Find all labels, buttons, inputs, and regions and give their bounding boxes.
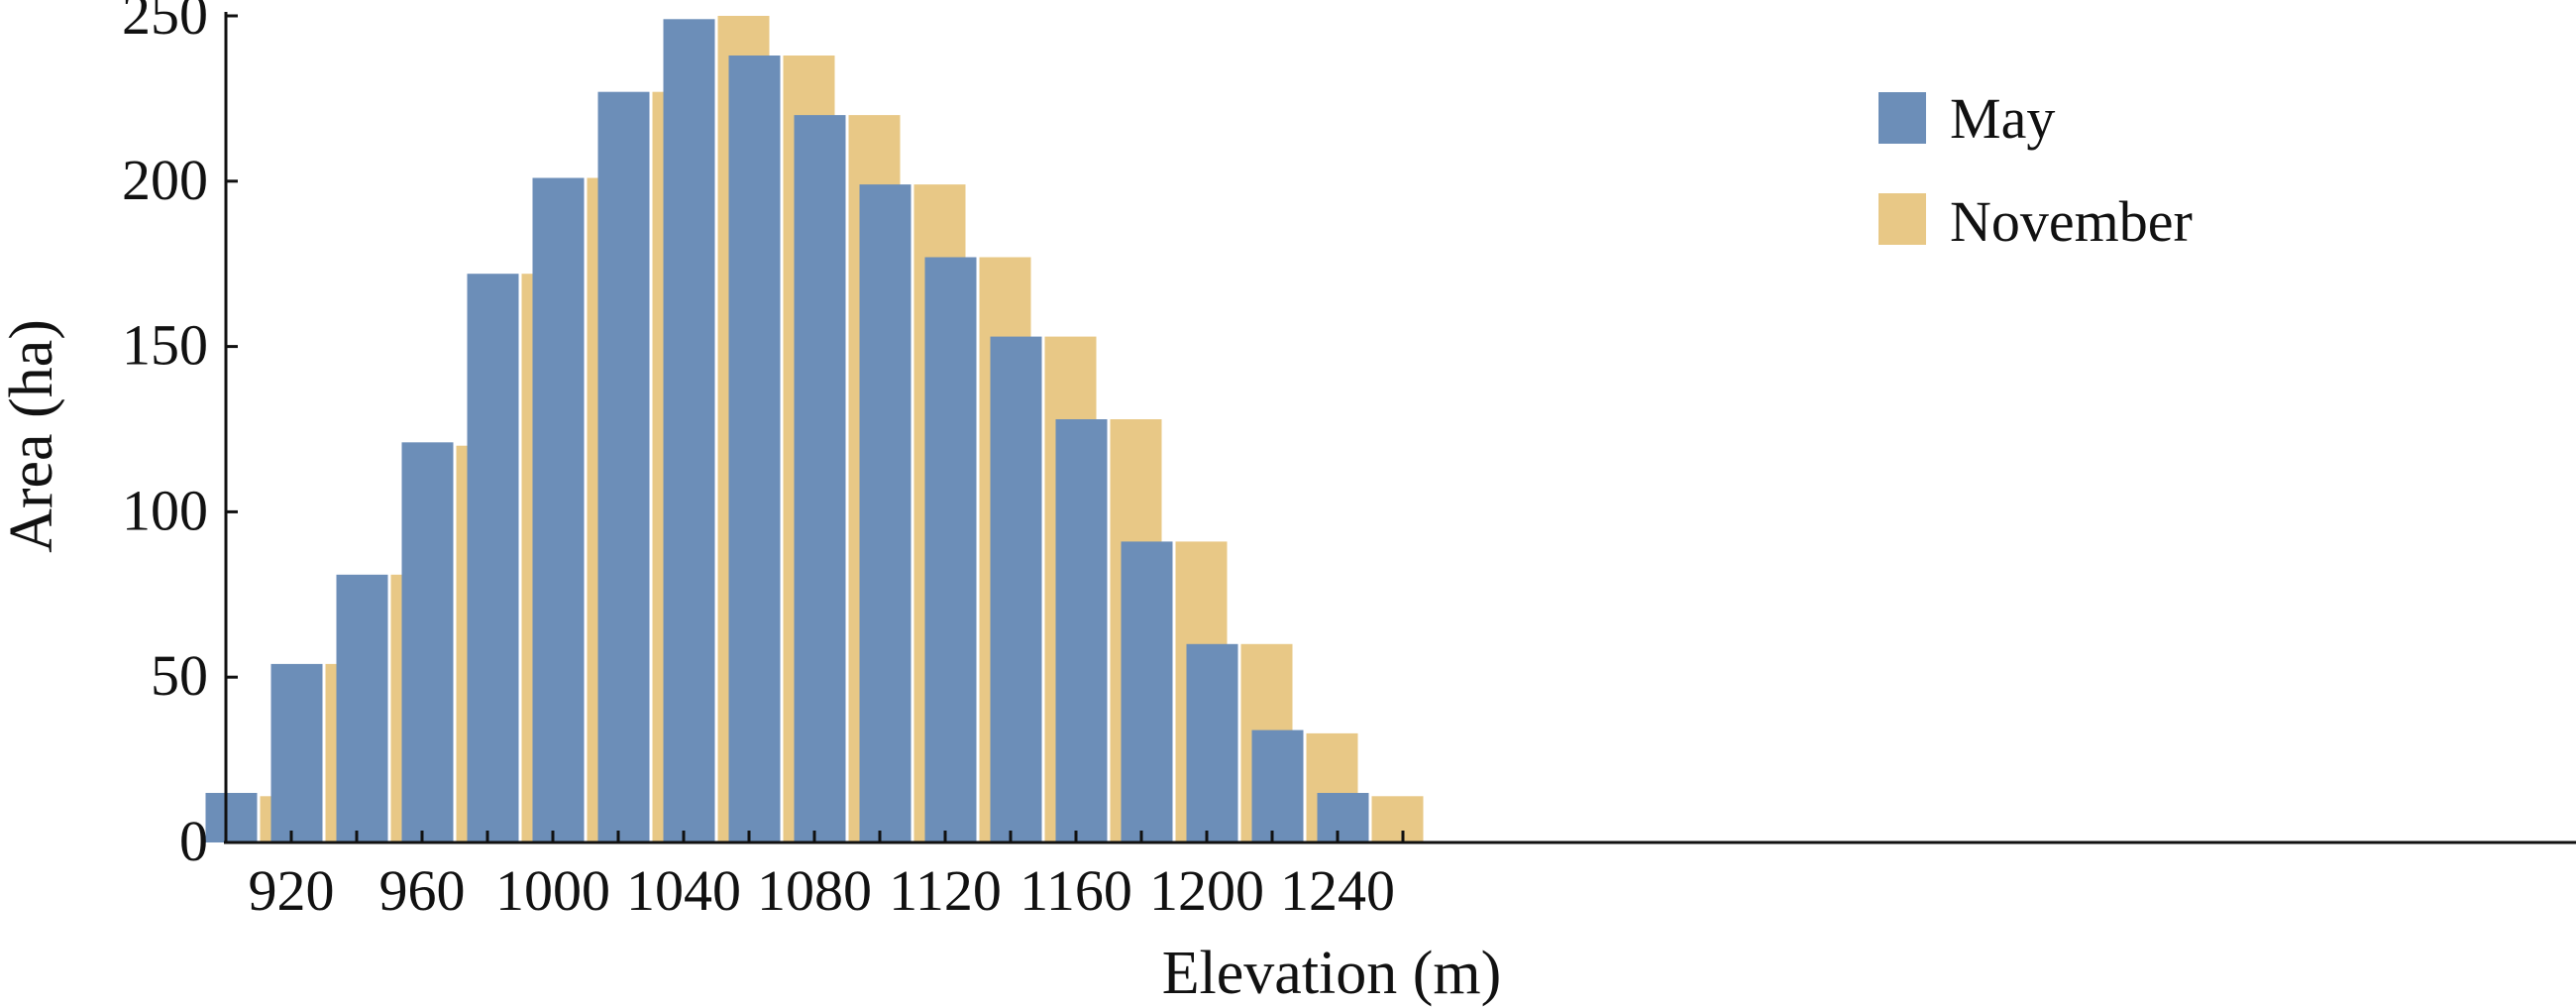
x-tick-label-960: 960 — [379, 858, 466, 923]
x-tick-label-1040: 1040 — [626, 858, 741, 923]
legend: May November — [1878, 86, 2193, 254]
bar-may-1190 — [1121, 541, 1173, 842]
legend-swatch-may — [1878, 92, 1926, 144]
legend-label-november: November — [1950, 189, 2193, 254]
bar-may-1150 — [990, 336, 1042, 842]
y-tick-label-0: 0 — [179, 809, 208, 873]
x-tick-label-1160: 1160 — [1020, 858, 1132, 923]
bar-may-1050 — [663, 19, 715, 843]
y-tick-label-100: 100 — [122, 478, 208, 542]
legend-label-may: May — [1950, 86, 2055, 151]
x-tick-label-1200: 1200 — [1149, 858, 1264, 923]
x-tick-label-1080: 1080 — [757, 858, 872, 923]
bar-may-950 — [336, 574, 388, 842]
bar-may-1070 — [728, 56, 781, 842]
bars-layer — [205, 16, 1424, 843]
x-tick-label-1000: 1000 — [495, 858, 610, 923]
bar-may-1210 — [1186, 643, 1238, 842]
bar-november-1250 — [1371, 796, 1424, 842]
x-tick-label-1240: 1240 — [1280, 858, 1395, 923]
bar-may-1170 — [1055, 419, 1108, 842]
x-tick-label-1120: 1120 — [889, 858, 1002, 923]
bar-may-1030 — [597, 91, 650, 842]
y-tick-label-50: 50 — [151, 643, 208, 708]
y-tick-label-200: 200 — [122, 148, 208, 212]
legend-swatch-november — [1878, 193, 1926, 245]
x-axis-title: Elevation (m) — [1162, 940, 1502, 1007]
y-tick-label-150: 150 — [122, 313, 208, 378]
bar-may-910 — [205, 793, 258, 842]
bar-may-1250 — [1317, 793, 1369, 842]
bar-may-1130 — [924, 257, 977, 842]
y-axis-title: Area (ha) — [0, 319, 65, 553]
y-tick-label-250: 250 — [122, 0, 208, 47]
bar-may-930 — [270, 663, 323, 842]
axes-layer — [224, 12, 2576, 844]
bar-may-990 — [467, 274, 519, 842]
bar-may-1230 — [1251, 729, 1304, 842]
bar-may-1010 — [532, 177, 585, 842]
y-ticks: 0 50 100 150 200 250 — [122, 0, 238, 873]
x-ticks: 920 960 1000 1040 1080 1120 1160 1200 1240 — [249, 831, 1405, 923]
bar-may-1090 — [794, 115, 846, 843]
x-tick-label-920: 920 — [249, 858, 335, 923]
bar-may-970 — [401, 442, 454, 842]
bar-may-1110 — [859, 184, 912, 843]
